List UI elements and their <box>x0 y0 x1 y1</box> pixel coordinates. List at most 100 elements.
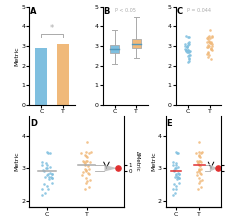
Point <box>176 176 179 179</box>
Bar <box>57 44 69 105</box>
Point <box>173 150 177 154</box>
Point <box>199 150 203 154</box>
Point <box>187 53 191 56</box>
Point <box>83 163 87 167</box>
Point <box>187 35 190 38</box>
Point <box>207 37 211 40</box>
Point <box>205 41 208 44</box>
Point <box>85 180 89 183</box>
Point <box>183 48 187 51</box>
Point <box>209 34 213 38</box>
Point <box>84 154 88 158</box>
Point <box>173 173 177 177</box>
Point <box>83 169 87 172</box>
Point <box>183 50 187 53</box>
Point <box>185 45 188 49</box>
Point <box>84 168 87 171</box>
Point <box>50 173 54 176</box>
Point <box>171 163 174 167</box>
Point <box>187 59 190 62</box>
Point <box>206 53 209 57</box>
Point <box>87 151 90 155</box>
Point <box>176 181 180 184</box>
Point <box>84 140 88 144</box>
Point <box>186 57 190 60</box>
Y-axis label: Metric: Metric <box>15 46 20 66</box>
Point <box>198 185 202 189</box>
Point <box>196 188 199 191</box>
Point <box>207 28 211 32</box>
Point <box>197 180 201 183</box>
Point <box>45 150 49 154</box>
Text: *: * <box>50 24 54 33</box>
Point <box>50 177 53 180</box>
Point <box>85 159 88 163</box>
Point <box>205 55 209 59</box>
Point <box>184 48 187 52</box>
Point <box>186 50 190 53</box>
Point <box>172 182 175 186</box>
Point <box>80 173 84 177</box>
Point <box>205 43 209 47</box>
Point <box>47 177 51 181</box>
Point <box>42 169 46 172</box>
Point <box>48 165 52 169</box>
Point <box>205 36 208 40</box>
Point <box>209 48 213 52</box>
Point <box>194 173 198 177</box>
Point <box>186 48 189 52</box>
Point <box>182 44 186 48</box>
Point <box>86 171 90 175</box>
Point <box>50 172 54 176</box>
Point <box>86 165 90 168</box>
Point <box>81 171 85 174</box>
Point <box>49 176 52 179</box>
Point <box>196 182 200 185</box>
Text: P = 0.044: P = 0.044 <box>186 8 210 13</box>
Point <box>88 161 91 164</box>
Point <box>173 166 177 169</box>
Point <box>186 51 189 54</box>
Point <box>174 151 178 155</box>
Point <box>195 159 198 163</box>
Point <box>172 169 176 172</box>
Point <box>196 150 200 154</box>
Point <box>209 44 212 48</box>
Point <box>176 177 180 180</box>
Point <box>206 35 210 38</box>
Point <box>196 161 199 165</box>
Point <box>46 151 50 155</box>
Point <box>198 151 202 155</box>
Point <box>84 182 88 185</box>
Point <box>50 181 54 184</box>
Point <box>177 173 180 176</box>
Point <box>48 151 51 154</box>
Point <box>176 176 180 180</box>
Bar <box>109 45 119 53</box>
Point <box>194 152 197 155</box>
Text: D: D <box>30 119 37 128</box>
Point <box>171 168 175 172</box>
Point <box>82 188 86 191</box>
Point <box>206 40 210 43</box>
Point <box>186 50 189 54</box>
Point <box>176 172 180 176</box>
Point <box>208 47 212 51</box>
Point <box>206 40 209 43</box>
Point <box>209 41 212 44</box>
Point <box>47 176 51 179</box>
Point <box>87 172 90 176</box>
Point <box>83 167 87 170</box>
Point <box>197 156 200 159</box>
Point <box>175 151 179 154</box>
Point <box>196 159 200 163</box>
Bar <box>131 39 140 48</box>
Point <box>83 153 87 157</box>
Point <box>186 54 190 57</box>
Text: B: B <box>103 7 109 16</box>
Point <box>198 165 201 168</box>
Point <box>185 35 189 39</box>
Point <box>207 41 211 44</box>
Point <box>44 167 47 170</box>
Text: A: A <box>30 7 36 16</box>
